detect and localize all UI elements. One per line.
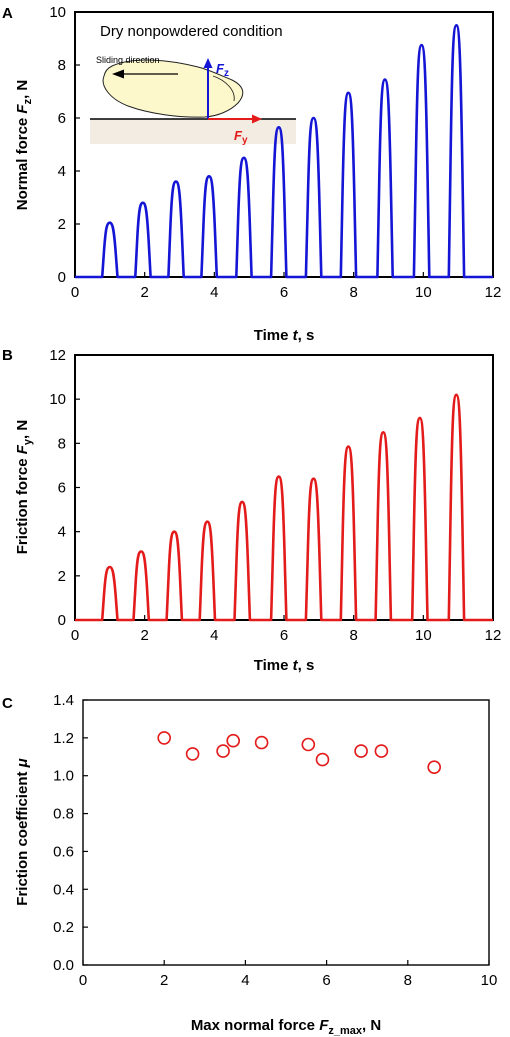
friction-coefficient-point-8 bbox=[374, 744, 389, 758]
panel-b-x-tick-label-2: 4 bbox=[210, 627, 218, 644]
panel-b-x-tick-label-4: 8 bbox=[349, 627, 357, 644]
panel-c-x-tick-label-1: 2 bbox=[160, 972, 168, 989]
panel-b-x-tick-label-1: 2 bbox=[140, 627, 148, 644]
panel-a-x-tick-label-2: 4 bbox=[210, 284, 218, 301]
friction-coefficient-point-2 bbox=[216, 744, 230, 758]
panel-a-y-tick-label-0: 0 bbox=[58, 269, 66, 286]
friction-coefficient-point-1 bbox=[185, 747, 200, 761]
panel-c-y-tick-label-4: 0.8 bbox=[53, 806, 74, 823]
sliding-direction-arrowhead bbox=[112, 69, 124, 79]
vector-fz-arrowhead bbox=[203, 58, 213, 68]
panel-c-y-axis-title: Friction coefficient μ bbox=[14, 758, 31, 905]
panel-c-y-tick-label-6: 1.2 bbox=[53, 730, 74, 747]
panel-a-y-tick-label-5: 10 bbox=[49, 4, 66, 21]
panel-b-y-tick-label-6: 12 bbox=[49, 347, 66, 364]
vector-fy-arrowhead bbox=[252, 114, 262, 124]
panel-a-y-tick-label-3: 6 bbox=[58, 110, 66, 127]
panel-c-y-tick-label-1: 0.2 bbox=[53, 919, 74, 936]
friction-coefficient-point-0 bbox=[157, 731, 171, 745]
panel-a-x-tick-label-4: 8 bbox=[349, 284, 357, 301]
panel-a: A Dry nonpowdered condition Sliding dire… bbox=[2, 4, 501, 344]
panel-b-letter: B bbox=[2, 347, 13, 364]
panel-a-x-tick-label-3: 6 bbox=[280, 284, 288, 301]
panel-b-y-axis-title: Friction force Fy, N bbox=[14, 420, 34, 554]
sliding-direction-label: Sliding direction bbox=[96, 55, 160, 65]
panel-c-x-axis-title: Max normal force Fz_max, N bbox=[191, 1017, 381, 1037]
friction-coefficient-point-6 bbox=[315, 752, 330, 767]
panel-c-x-tick-label-3: 6 bbox=[322, 972, 330, 989]
panel-c: C 0 2 4 6 8 10 0.0 0.2 0.4 0.6 0.8 1.0 1.2 1.4 Fricti… bbox=[2, 692, 497, 1037]
normal-force-series bbox=[75, 24, 493, 279]
panel-a-y-tick-label-2: 4 bbox=[58, 163, 66, 180]
panel-c-letter: C bbox=[2, 695, 13, 712]
panel-a-y-tick-label-1: 2 bbox=[58, 216, 66, 233]
panel-b-y-tick-label-4: 8 bbox=[58, 435, 66, 452]
panel-b-y-tick-label-3: 6 bbox=[58, 480, 66, 497]
panel-a-x-axis-title: Time t, s bbox=[254, 327, 315, 344]
panel-b-y-tick-label-1: 2 bbox=[58, 568, 66, 585]
panel-c-y-tick-label-2: 0.4 bbox=[53, 881, 74, 898]
panel-c-ticks: 0 2 4 6 8 10 0.0 0.2 0.4 0.6 0.8 1.0 1.2 1.4 bbox=[53, 692, 497, 989]
panel-b-x-tick-label-5: 10 bbox=[415, 627, 432, 644]
panel-a-x-tick-label-1: 2 bbox=[140, 284, 148, 301]
panel-b-x-tick-label-3: 6 bbox=[280, 627, 288, 644]
panel-b-x-tick-label-6: 12 bbox=[485, 627, 502, 644]
panel-a-y-axis-title: Normal force Fz, N bbox=[14, 80, 34, 211]
panel-b-x-tick-label-0: 0 bbox=[71, 627, 79, 644]
panel-a-x-tick-label-6: 12 bbox=[485, 284, 502, 301]
fingernail-line bbox=[212, 75, 235, 102]
friction-coefficient-point-5 bbox=[301, 737, 316, 752]
panel-c-y-tick-label-7: 1.4 bbox=[53, 692, 74, 709]
panel-a-y-tick-label-4: 8 bbox=[58, 57, 66, 74]
panel-a-x-tick-label-0: 0 bbox=[71, 284, 79, 301]
panel-a-inset: Dry nonpowdered condition Sliding direct… bbox=[90, 23, 296, 146]
panel-c-x-tick-label-2: 4 bbox=[241, 972, 249, 989]
panel-a-ticks: 0 2 4 6 8 10 12 0 2 4 6 8 10 bbox=[49, 4, 501, 301]
panel-c-plot-area bbox=[82, 699, 490, 966]
panel-b-x-axis-title: Time t, s bbox=[254, 657, 315, 674]
vector-fy-label: Fy bbox=[234, 128, 248, 146]
panel-b-y-tick-label-0: 0 bbox=[58, 612, 66, 629]
friction-coefficient-series bbox=[157, 731, 442, 775]
panel-b-ticks: 0 2 4 6 8 10 12 0 2 4 6 8 10 12 bbox=[49, 347, 501, 644]
panel-c-y-tick-label-3: 0.6 bbox=[53, 843, 74, 860]
panel-a-letter: A bbox=[2, 5, 13, 22]
contact-surface-shading bbox=[90, 119, 296, 144]
panel-c-x-tick-label-4: 8 bbox=[404, 972, 412, 989]
panel-c-y-tick-label-0: 0.0 bbox=[53, 957, 74, 974]
panel-a-x-tick-label-5: 10 bbox=[415, 284, 432, 301]
panel-b: B 0 2 4 6 8 10 12 0 2 4 6 8 10 12 Friction force Fy, … bbox=[2, 347, 501, 674]
friction-force-series bbox=[75, 393, 493, 622]
panel-a-inset-title: Dry nonpowdered condition bbox=[100, 23, 283, 40]
panel-c-x-tick-label-0: 0 bbox=[79, 972, 87, 989]
panel-b-y-tick-label-5: 10 bbox=[49, 391, 66, 408]
friction-coefficient-point-4 bbox=[254, 735, 269, 750]
friction-coefficient-point-7 bbox=[354, 744, 368, 758]
panel-c-y-tick-label-5: 1.0 bbox=[53, 768, 74, 785]
panel-b-y-tick-label-2: 4 bbox=[58, 524, 66, 541]
friction-coefficient-point-9 bbox=[427, 760, 442, 775]
vector-fz-label: Fz bbox=[216, 61, 229, 79]
friction-coefficient-point-3 bbox=[226, 733, 240, 748]
panel-c-x-tick-label-5: 10 bbox=[481, 972, 498, 989]
